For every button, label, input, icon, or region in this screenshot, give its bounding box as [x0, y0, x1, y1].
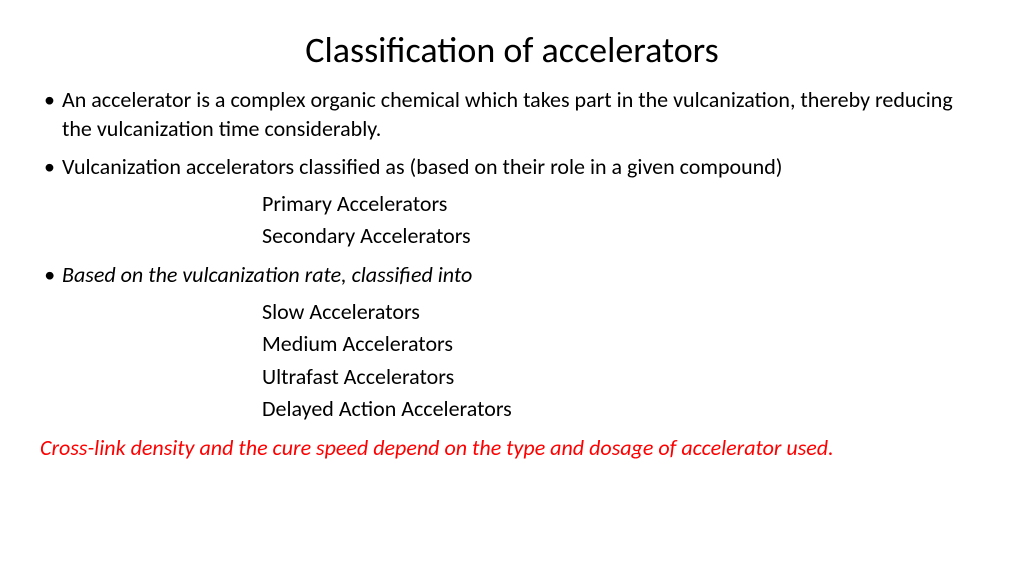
- bullet-list: An accelerator is a complex organic chem…: [40, 86, 984, 424]
- bullet-text: An accelerator is a complex organic chem…: [62, 86, 953, 142]
- bullet-item: Vulcanization accelerators classified as…: [40, 153, 984, 251]
- bullet-text: Vulcanization accelerators classified as…: [62, 153, 782, 180]
- sub-item: Secondary Accelerators: [62, 222, 984, 251]
- footer-note: Cross-link density and the cure speed de…: [40, 434, 984, 461]
- sub-item: Delayed Action Accelerators: [62, 395, 984, 424]
- sub-item: Ultrafast Accelerators: [62, 363, 984, 392]
- slide-title: Classification of accelerators: [40, 28, 984, 72]
- bullet-text: Based on the vulcanization rate, classif…: [62, 261, 472, 288]
- sub-item: Medium Accelerators: [62, 330, 984, 359]
- sub-item: Primary Accelerators: [62, 190, 984, 219]
- sub-item: Slow Accelerators: [62, 298, 984, 327]
- bullet-item: An accelerator is a complex organic chem…: [40, 86, 984, 143]
- bullet-item: Based on the vulcanization rate, classif…: [40, 261, 984, 424]
